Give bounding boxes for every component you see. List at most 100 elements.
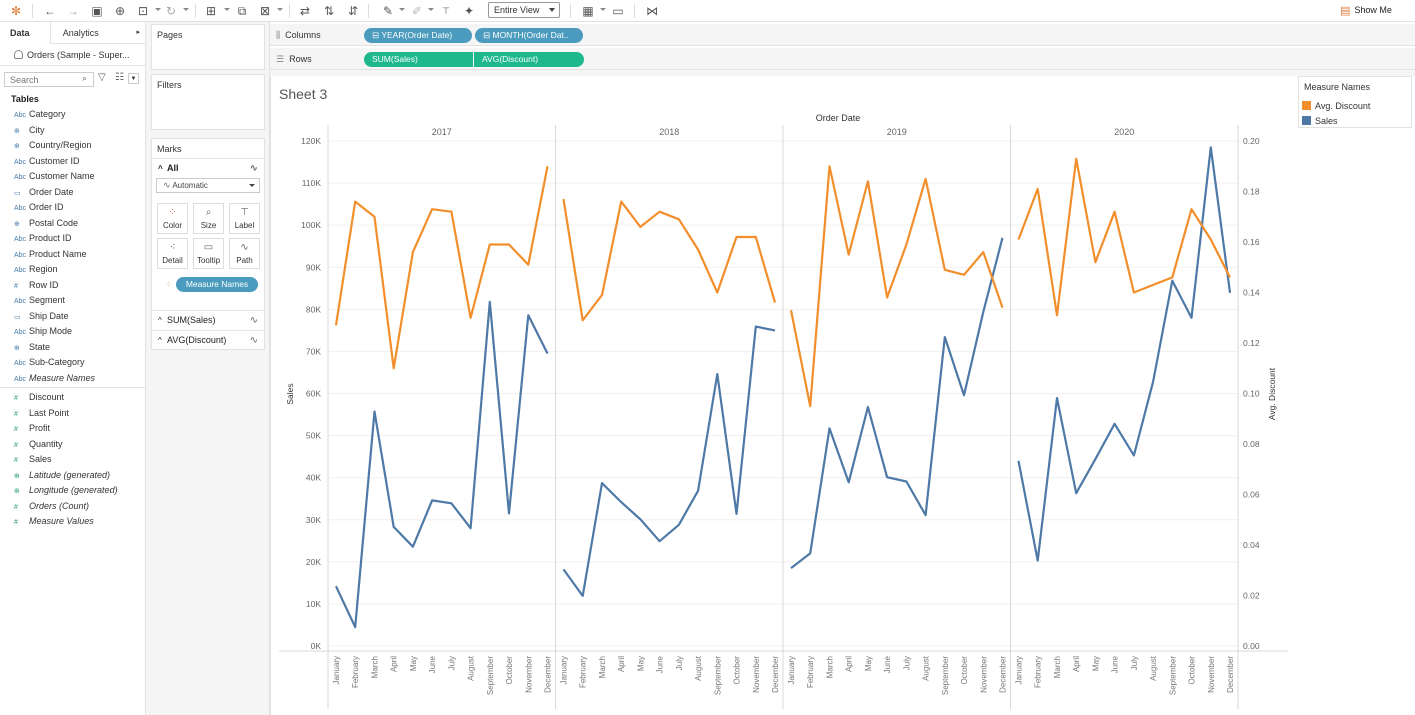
rows-shelf[interactable]: ☰ Rows SUM(Sales) AVG(Discount) bbox=[270, 48, 1415, 70]
refresh-icon[interactable]: ↻ bbox=[165, 4, 177, 18]
sort-descending-icon[interactable]: ⇵ bbox=[347, 4, 359, 18]
share-icon[interactable]: ⋈ bbox=[646, 4, 658, 18]
marks-all-row[interactable]: ^ All ∿ bbox=[152, 158, 264, 176]
pages-card[interactable]: Pages bbox=[151, 24, 265, 70]
row-pill-discount[interactable]: AVG(Discount) bbox=[474, 52, 584, 67]
datasource-item[interactable]: Orders (Sample - Super... bbox=[0, 44, 145, 66]
label-button[interactable]: ⊤ Label bbox=[229, 203, 260, 234]
field-item[interactable]: # Orders (Count) bbox=[0, 499, 145, 515]
month-tick: December bbox=[1226, 656, 1235, 693]
sort-ascending-icon[interactable]: ⇅ bbox=[323, 4, 335, 18]
measure-names-color-pill[interactable]: Measure Names bbox=[176, 277, 258, 292]
size-button[interactable]: ⌕ Size bbox=[193, 203, 224, 234]
redo-icon[interactable]: → bbox=[67, 4, 79, 18]
tab-menu-icon[interactable]: ▸ bbox=[136, 29, 140, 36]
duplicate-sheet-icon[interactable]: ⧉ bbox=[237, 3, 247, 18]
field-item[interactable]: ▭ Order Date bbox=[0, 185, 145, 201]
field-item[interactable]: Abc Product Name bbox=[0, 247, 145, 263]
column-pill-year[interactable]: ⊟ YEAR(Order Date) bbox=[364, 28, 472, 43]
month-tick: April bbox=[845, 656, 854, 672]
column-pill-month[interactable]: ⊟ MONTH(Order Dat.. bbox=[475, 28, 583, 43]
columns-shelf[interactable]: ⫼ Columns ⊟ YEAR(Order Date) ⊟ MONTH(Orde… bbox=[270, 24, 1415, 46]
row-pill-sales[interactable]: SUM(Sales) bbox=[364, 52, 473, 67]
y-left-tick: 30K bbox=[306, 515, 321, 525]
field-item[interactable]: Abc Ship Mode bbox=[0, 324, 145, 340]
marks-card: Marks ^ All ∿ ∿ Automatic ⁘ Color ⌕ Size ⊤ L… bbox=[151, 138, 265, 350]
tableau-logo-icon[interactable]: ✻ bbox=[10, 4, 22, 18]
collapse-icon: ^ bbox=[158, 316, 162, 325]
month-tick: April bbox=[617, 656, 626, 672]
field-item[interactable]: Abc Order ID bbox=[0, 200, 145, 216]
field-item[interactable]: Abc Customer Name bbox=[0, 169, 145, 185]
field-item[interactable]: ▭ Ship Date bbox=[0, 309, 145, 325]
tab-analytics[interactable]: Analytics ▸ bbox=[49, 22, 145, 44]
marks-sales-row[interactable]: ^ SUM(Sales) ∿ bbox=[152, 310, 264, 328]
field-item[interactable]: # Measure Values bbox=[0, 514, 145, 530]
field-item[interactable]: # Quantity bbox=[0, 437, 145, 453]
field-item[interactable]: ⊕ Latitude (generated) bbox=[0, 468, 145, 484]
show-mark-labels-icon[interactable]: ⊤ bbox=[442, 5, 450, 16]
search-fields-input[interactable] bbox=[4, 72, 94, 87]
sheet-title[interactable]: Sheet 3 bbox=[279, 86, 328, 102]
field-item[interactable]: # Row ID bbox=[0, 278, 145, 294]
path-button[interactable]: ∿ Path bbox=[229, 238, 260, 269]
view-options-dropdown[interactable]: ▼ bbox=[128, 73, 139, 84]
presentation-mode-icon[interactable]: ▭ bbox=[612, 4, 624, 18]
field-item[interactable]: Abc Segment bbox=[0, 293, 145, 309]
line-chart[interactable]: Order Date 2017 2018 2019 2020 0K 10K 20K 30K 40K… bbox=[271, 76, 1296, 715]
filters-card[interactable]: Filters bbox=[151, 74, 265, 130]
y-right-tick: 0.10 bbox=[1243, 389, 1260, 399]
worksheet-view: Sheet 3 Order Date 2017 2018 2019 2020 0K 10K 2… bbox=[270, 76, 1295, 715]
field-item[interactable]: # Discount bbox=[0, 390, 145, 406]
color-icon: ⁘ bbox=[168, 207, 177, 218]
tab-data[interactable]: Data bbox=[0, 22, 50, 44]
field-item[interactable]: # Sales bbox=[0, 452, 145, 468]
legend-swatch bbox=[1302, 101, 1311, 110]
month-tick: July bbox=[902, 656, 911, 670]
pin-axes-icon[interactable]: ✦ bbox=[463, 4, 475, 18]
show-me-button[interactable]: ▤ Show Me bbox=[1340, 4, 1392, 17]
field-item[interactable]: Abc Sub-Category bbox=[0, 355, 145, 371]
new-datasource-icon[interactable]: ⊕ bbox=[114, 4, 126, 18]
undo-icon[interactable]: ← bbox=[44, 4, 56, 18]
field-item[interactable]: ⊕ State bbox=[0, 340, 145, 356]
filter-fields-icon[interactable]: ▽ bbox=[98, 72, 106, 83]
field-label: Region bbox=[29, 264, 58, 274]
field-item[interactable]: ⊕ Longitude (generated) bbox=[0, 483, 145, 499]
marks-discount-row[interactable]: ^ AVG(Discount) ∿ bbox=[152, 330, 264, 348]
series-line-sales bbox=[335, 300, 549, 629]
fit-view-select[interactable]: Entire View bbox=[488, 2, 560, 18]
legend-title[interactable]: Measure Names bbox=[1304, 82, 1371, 92]
y-left-tick: 50K bbox=[306, 431, 321, 441]
field-item[interactable]: Abc Customer ID bbox=[0, 154, 145, 170]
field-item[interactable]: # Profit bbox=[0, 421, 145, 437]
show-cards-icon[interactable]: ▦ bbox=[582, 4, 594, 18]
group-members-icon[interactable]: ✐ bbox=[411, 4, 423, 18]
color-button[interactable]: ⁘ Color bbox=[157, 203, 188, 234]
field-item[interactable]: # Last Point bbox=[0, 406, 145, 422]
field-item[interactable]: Abc Measure Names bbox=[0, 371, 145, 387]
swap-rows-columns-icon[interactable]: ⇄ bbox=[299, 4, 311, 18]
legend-item-avg-discount[interactable]: Avg. Discount bbox=[1299, 99, 1411, 114]
new-worksheet-icon[interactable]: ⊞ bbox=[205, 4, 217, 18]
save-icon[interactable]: ▣ bbox=[91, 4, 103, 18]
pause-updates-icon[interactable]: ⊡ bbox=[137, 4, 149, 18]
highlight-icon[interactable]: ✎ bbox=[382, 4, 394, 18]
tooltip-button[interactable]: ▭ Tooltip bbox=[193, 238, 224, 269]
mark-type-select[interactable]: ∿ Automatic bbox=[156, 178, 260, 193]
field-item[interactable]: ⊕ Country/Region bbox=[0, 138, 145, 154]
month-tick: June bbox=[883, 655, 892, 673]
view-options-icon[interactable]: ☷ bbox=[115, 72, 124, 83]
y-right-tick: 0.08 bbox=[1243, 439, 1260, 449]
field-item[interactable]: Abc Region bbox=[0, 262, 145, 278]
detail-button[interactable]: ⁖ Detail bbox=[157, 238, 188, 269]
field-item[interactable]: Abc Category bbox=[0, 107, 145, 123]
legend-item-sales[interactable]: Sales bbox=[1299, 114, 1411, 129]
field-item[interactable]: Abc Product ID bbox=[0, 231, 145, 247]
month-tick: September bbox=[486, 656, 495, 695]
y-right-tick: 0.06 bbox=[1243, 490, 1260, 500]
field-item[interactable]: ⊕ Postal Code bbox=[0, 216, 145, 232]
y-left-tick: 20K bbox=[306, 557, 321, 567]
field-item[interactable]: ⊕ City bbox=[0, 123, 145, 139]
clear-sheet-icon[interactable]: ⊠ bbox=[259, 4, 271, 18]
